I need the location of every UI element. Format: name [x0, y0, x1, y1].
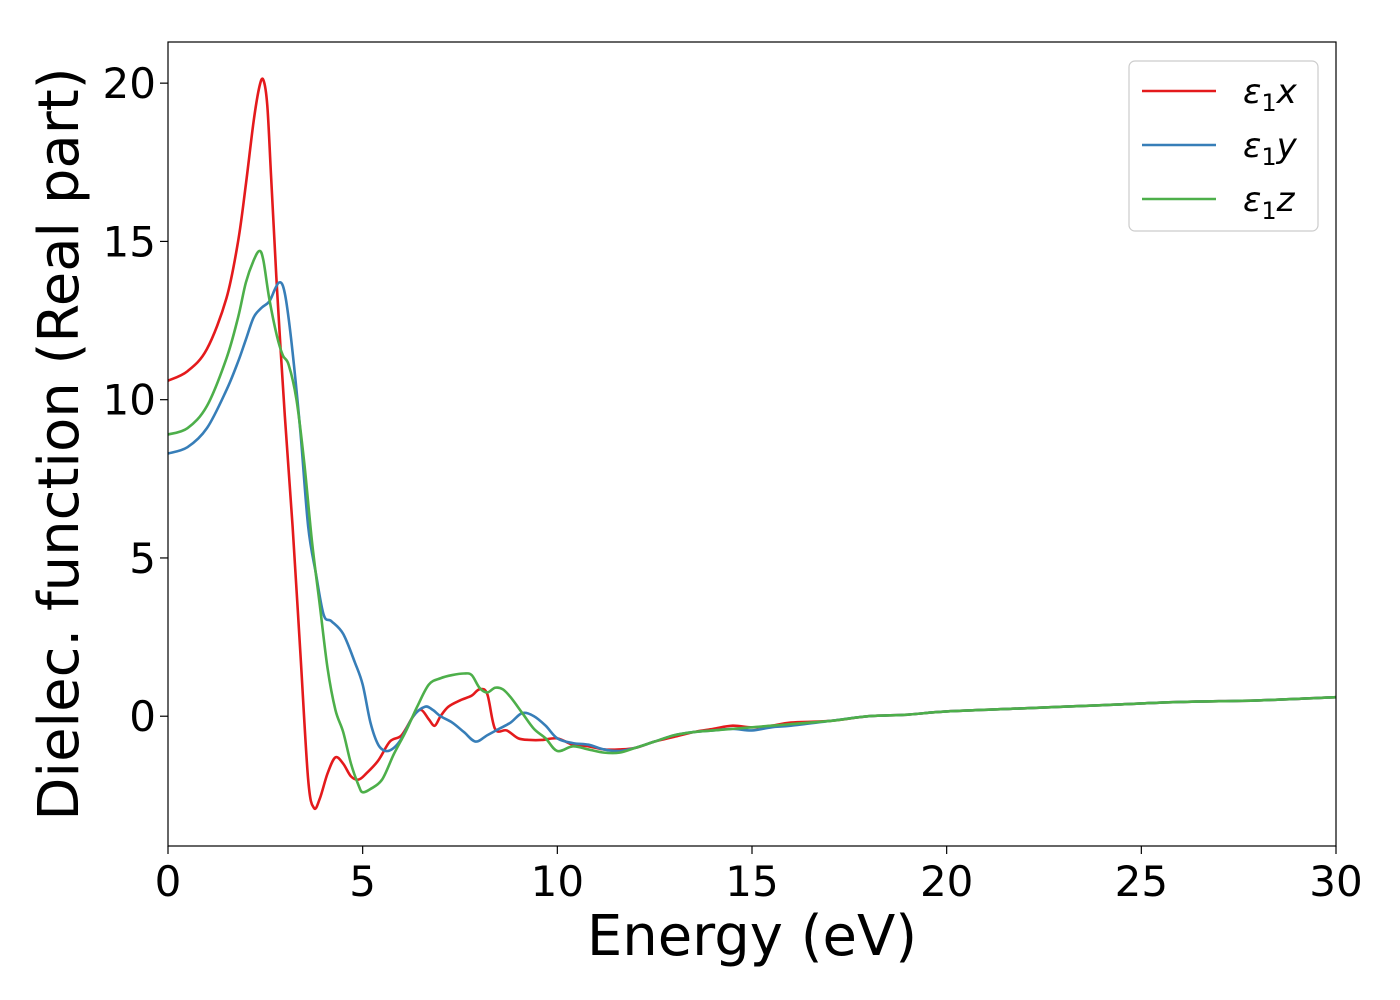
legend-label-y: ε1y: [1243, 126, 1298, 171]
x-axis-ticks: 0 5 10 15 20 25 30: [155, 846, 1363, 906]
x-axis-label: Energy (eV): [587, 904, 917, 969]
x-tick-label: 0: [155, 857, 182, 906]
y-tick-label: 10: [103, 376, 156, 425]
x-tick-label: 5: [349, 857, 376, 906]
x-tick-label: 25: [1115, 857, 1168, 906]
y-tick-label: 15: [103, 217, 156, 266]
y-axis-label: Dielec. function (Real part): [27, 67, 92, 820]
y-tick-label: 0: [129, 692, 156, 741]
series-line-z: [168, 249, 1336, 794]
x-tick-label: 20: [920, 857, 973, 906]
y-axis-ticks: 0 5 10 15 20: [103, 59, 168, 741]
series-line-y: [168, 281, 1336, 753]
legend-label-z: ε1z: [1243, 180, 1296, 225]
y-tick-label: 5: [129, 534, 156, 583]
y-tick-label: 20: [103, 59, 156, 108]
legend: ε1x ε1y ε1z: [1128, 60, 1319, 232]
plot-lines: [168, 77, 1336, 811]
legend-box: [1128, 60, 1319, 232]
legend-label-x: ε1x: [1243, 72, 1298, 117]
x-tick-label: 15: [725, 857, 778, 906]
x-tick-label: 30: [1309, 857, 1362, 906]
x-tick-label: 10: [531, 857, 584, 906]
